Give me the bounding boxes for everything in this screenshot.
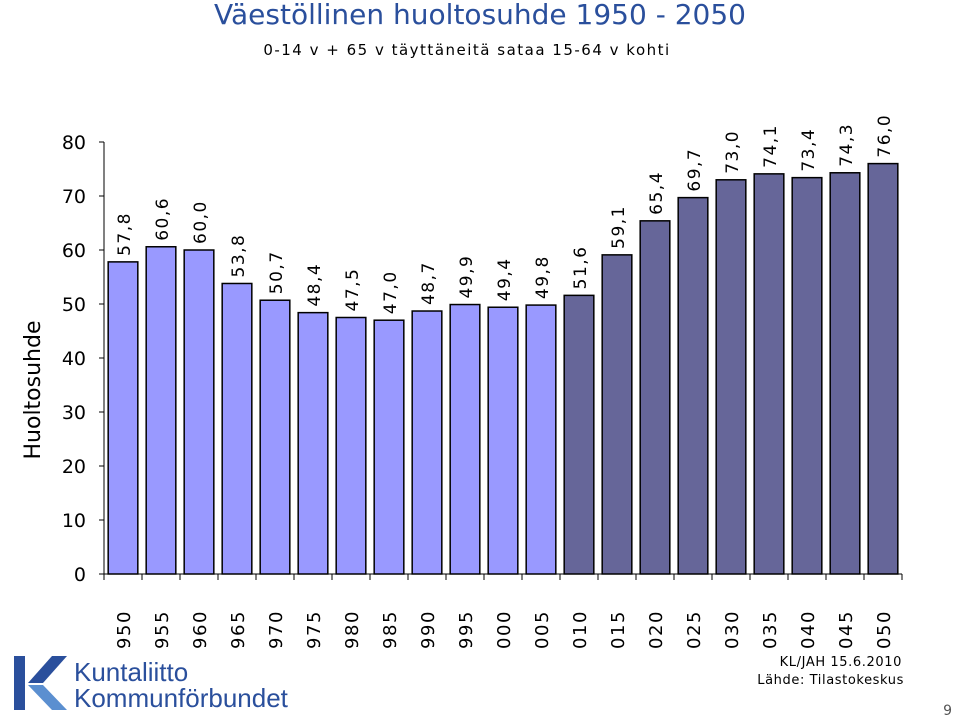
page-number: 9 [943,703,952,719]
x-tick-label: 1985 [380,610,401,650]
bar-2000 [487,306,519,575]
x-tick-label: 1965 [228,610,249,650]
kuntaliitto-logo: Kuntaliitto Kommunförbundet [12,654,288,714]
bar-1960 [183,249,215,575]
bar-value-label: 48,7 [419,261,439,305]
bar-2025 [677,196,709,575]
bar-value-label: 49,8 [533,255,553,299]
y-tick-label: 30 [62,402,86,424]
bar-value-label: 69,7 [685,148,705,192]
x-tick-label: 2035 [760,610,781,650]
bar-value-label: 76,0 [875,114,895,158]
x-tick-label: 2005 [532,610,553,650]
bar-1985 [373,319,405,575]
bar-value-label: 49,9 [457,255,477,299]
x-tick-label: 2030 [722,610,743,650]
x-axis: 1950 1955 1960 1965 1970 1975 1980 1985 1990 1995… [103,573,903,650]
bar-value-label: 47,5 [343,268,363,312]
bar-2005 [525,304,557,575]
bar-1965 [221,282,253,575]
logo-text-line2: Kommunförbundet [74,683,288,713]
bar-value-label: 57,8 [115,212,135,256]
y-tick-label: 60 [62,240,86,262]
x-tick-label: 1975 [304,610,325,650]
bar-2030 [715,179,747,575]
bar-1990 [411,310,443,575]
x-tick-label: 1990 [418,610,439,650]
x-tick-label: 2020 [646,610,667,650]
bar-2020 [639,220,671,575]
bar-2040 [791,176,823,575]
x-tick-label: 2010 [570,610,591,650]
bar-2035 [753,173,785,575]
bar-value-label: 74,3 [837,123,857,167]
bar-value-label: 51,6 [571,246,591,290]
bar-value-label: 48,4 [305,263,325,307]
bar-1970 [259,299,291,575]
y-tick-label: 70 [62,186,86,208]
x-tick-label: 2000 [494,610,515,650]
x-tick-label: 1960 [190,610,211,650]
x-tick-label: 2025 [684,610,705,650]
credit-line-source: Lähde: Tilastokeskus [757,673,904,688]
x-tick-label: 2050 [874,610,895,650]
bar-value-label: 65,4 [647,171,667,215]
bar-value-label: 50,7 [267,250,287,294]
y-axis-label: Huoltosuhde [21,321,46,460]
y-axis: 0 10 20 30 40 50 60 70 80 [62,132,105,586]
y-tick-label: 0 [74,564,86,586]
bar-value-label: 73,4 [799,128,819,172]
bar-value-label: 60,6 [153,197,173,241]
x-tick-label: 1995 [456,610,477,650]
logo-text-line1: Kuntaliitto [74,657,189,687]
bar-value-label: 73,0 [723,130,743,174]
bar-value-label: 47,0 [381,270,401,314]
x-tick-label: 1950 [114,610,135,650]
chart-subtitle: 0-14 v + 65 v täyttäneitä sataa 15-64 v … [263,41,671,59]
bar-value-label: 53,8 [229,234,249,278]
bar-1950 [107,261,139,575]
y-tick-label: 80 [62,132,86,154]
chart-title: Väestöllinen huoltosuhde 1950 - 2050 [214,0,746,31]
bar-value-label: 59,1 [609,205,629,249]
kuntaliitto-logo-icon [14,656,67,710]
y-tick-label: 40 [62,348,86,370]
x-tick-label: 1970 [266,610,287,650]
bar-1975 [297,311,329,575]
x-tick-label: 2045 [836,610,857,650]
bar-value-label: 60,0 [191,200,211,244]
x-tick-label: 1955 [152,610,173,650]
bar-2045 [829,172,861,575]
bar-2015 [601,254,633,575]
bars: 57,8 60,6 60,0 53,8 50,7 48,4 47,5 47,0 48,7 49,9… [107,114,899,575]
y-tick-label: 20 [62,456,86,478]
bar-value-label: 49,4 [495,257,515,301]
y-tick-label: 10 [62,510,86,532]
bar-2010 [563,294,595,575]
bar-1955 [145,246,177,575]
x-tick-label: 1980 [342,610,363,650]
y-tick-label: 50 [62,294,86,316]
x-tick-label: 2040 [798,610,819,650]
credit-line-date: KL/JAH 15.6.2010 [779,655,902,670]
x-tick-label: 2015 [608,610,629,650]
bar-2050 [867,162,899,575]
bar-1980 [335,316,367,575]
bar-1995 [449,303,481,575]
bar-value-label: 74,1 [761,124,781,168]
